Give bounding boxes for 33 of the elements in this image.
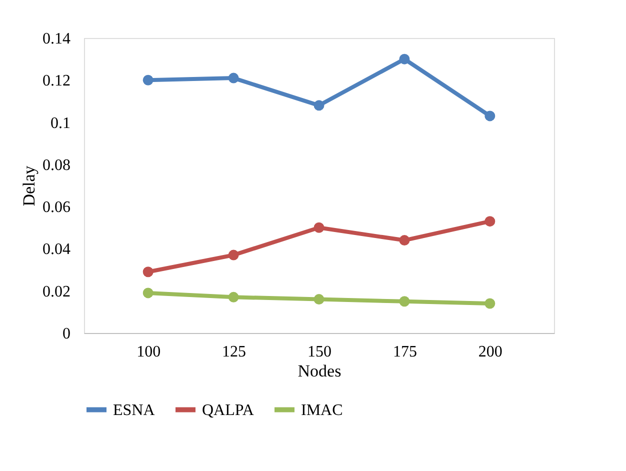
point — [399, 235, 410, 246]
x-tick-label: 100 — [136, 344, 161, 360]
point — [314, 294, 324, 305]
point — [399, 296, 410, 307]
point — [314, 100, 324, 111]
y-tick-label: 0.08 — [42, 156, 70, 174]
point — [228, 250, 239, 260]
x-tick-label: 175 — [392, 344, 417, 360]
point — [484, 216, 496, 227]
point — [484, 110, 496, 122]
y-tick-label: 0 — [62, 326, 70, 342]
legend-label: ESNA — [113, 402, 156, 419]
y-tick-label: 0.04 — [42, 241, 70, 258]
x-tick-label: 150 — [308, 344, 332, 360]
y-tick-label: 0.06 — [42, 199, 70, 216]
y-tick-label: 0.1 — [50, 114, 70, 132]
point — [142, 266, 154, 278]
point — [142, 288, 154, 298]
point — [142, 74, 154, 86]
x-axis-title: Nodes — [298, 362, 342, 380]
x-tick-label: 125 — [222, 344, 246, 360]
x-tick-label: 200 — [478, 344, 502, 360]
point — [228, 292, 239, 302]
legend-label: QALPA — [202, 402, 254, 419]
point — [399, 54, 410, 64]
legend-label: IMAC — [301, 402, 343, 419]
point — [484, 298, 496, 309]
y-axis-title: Delay — [20, 165, 38, 206]
y-tick-label: 0.02 — [42, 283, 70, 300]
y-tick-label: 0.12 — [42, 72, 70, 90]
y-tick-label: 0.14 — [42, 30, 70, 48]
point — [314, 222, 324, 233]
point — [228, 72, 239, 84]
